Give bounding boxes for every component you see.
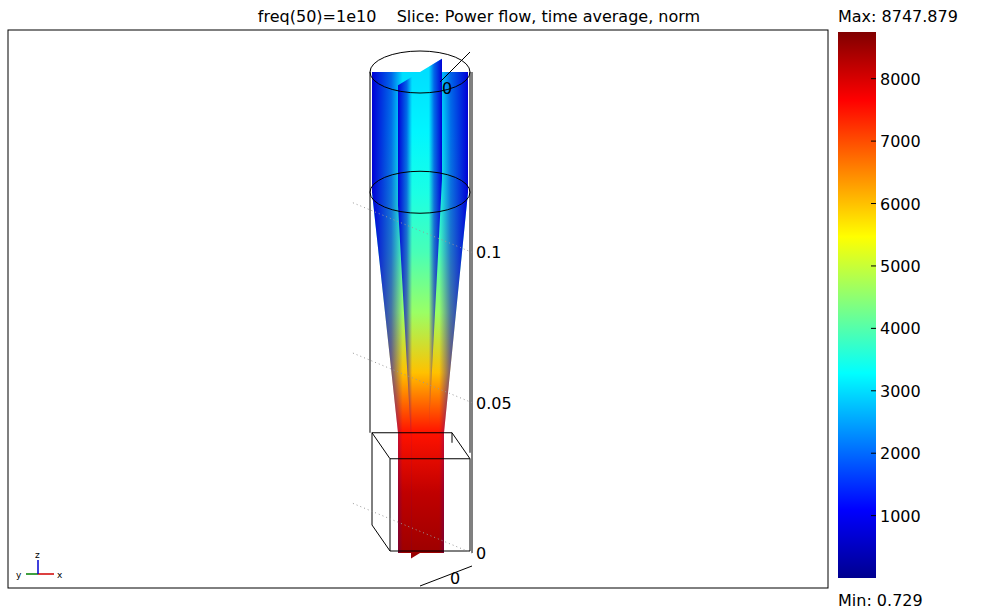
colorbar-tick-label: 4000 [880,319,921,338]
colorbar-tick [871,515,876,516]
x-tick-label: 0 [450,569,460,588]
colorbar-tick-label: 3000 [880,382,921,401]
z-grid [352,202,472,252]
slice-yz-edge [398,59,442,559]
colorbar-tick-label: 2000 [880,444,921,463]
slice-yz [398,59,442,559]
cylinder-top [370,51,470,93]
waveguide-side [372,433,470,551]
colorbar-tick-label: 1000 [880,507,921,526]
waveguide-top [372,433,470,459]
colorbar-tick-label: 5000 [880,257,921,276]
colorbar-tick [871,328,876,329]
z-axis-line [472,72,473,553]
triad-arrow [37,560,39,574]
z-grid [352,353,472,403]
triad-arrow [26,573,38,575]
colorbar-min-label: Min: 0.729 [838,591,923,610]
colorbar-max-label: Max: 8747.879 [838,7,958,26]
colorbar-tick [871,390,876,391]
colorbar-tick [871,141,876,142]
colorbar-tick [871,78,876,79]
triad-label: z [35,550,40,560]
z-axis: 0 0.05 0.1 [352,72,512,563]
z-tick-label: 0 [476,544,486,563]
y-tick-label: 0 [442,79,452,98]
axis-triad: x y z [16,550,63,580]
cylinder-edge [470,72,471,453]
colorbar-tick [871,203,876,204]
z-tick-label: 0.1 [476,243,501,262]
chart: freq(50)=1e10 Slice: Power flow, time av… [0,0,981,615]
colorbar-tick-label: 6000 [880,195,921,214]
waveguide-edge [390,459,391,551]
y-axis-line [440,52,470,82]
colorbar-scale [838,32,876,578]
colorbar-tick [871,453,876,454]
waveguide-edge [452,433,453,443]
title: freq(50)=1e10 Slice: Power flow, time av… [258,7,700,26]
triad-arrow [38,573,54,575]
colorbar-tick-label: 7000 [880,132,921,151]
colorbar: 1000 2000 3000 4000 5000 6000 7000 8000 [838,32,921,578]
x-axis-line [420,566,472,586]
cylinder-edge [370,72,371,433]
z-tick-label: 0.05 [476,394,512,413]
triad-label: x [57,570,63,580]
colorbar-tick [871,265,876,266]
plot-area [370,51,470,558]
z-grid [352,503,472,553]
colorbar-tick-label: 8000 [880,70,921,89]
triad-label: y [16,570,22,580]
plot-frame [8,30,828,588]
horn-mouth [370,171,470,213]
